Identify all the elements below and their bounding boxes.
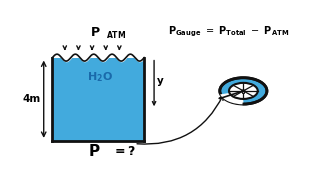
FancyArrowPatch shape bbox=[137, 95, 223, 144]
Circle shape bbox=[220, 78, 267, 104]
Text: $\mathbf{P}_{\mathbf{Gauge}}\ =\ \mathbf{P}_{\mathbf{Total}}\ -\ \mathbf{P}_{\ma: $\mathbf{P}_{\mathbf{Gauge}}\ =\ \mathbf… bbox=[168, 24, 289, 39]
Text: y: y bbox=[156, 76, 163, 86]
Text: $\mathbf{= ?}$: $\mathbf{= ?}$ bbox=[112, 145, 136, 158]
Wedge shape bbox=[220, 91, 243, 104]
Text: $\mathbf{ATM}$: $\mathbf{ATM}$ bbox=[106, 29, 126, 40]
Circle shape bbox=[242, 90, 245, 92]
Text: $\mathbf{P}$: $\mathbf{P}$ bbox=[88, 143, 101, 159]
Text: 4m: 4m bbox=[23, 94, 41, 104]
Bar bbox=[52, 58, 144, 141]
Text: $\mathbf{H_2O}$: $\mathbf{H_2O}$ bbox=[86, 70, 113, 84]
Circle shape bbox=[229, 83, 258, 99]
Text: $\mathbf{P}$: $\mathbf{P}$ bbox=[91, 26, 101, 39]
Bar bbox=[242, 91, 244, 93]
